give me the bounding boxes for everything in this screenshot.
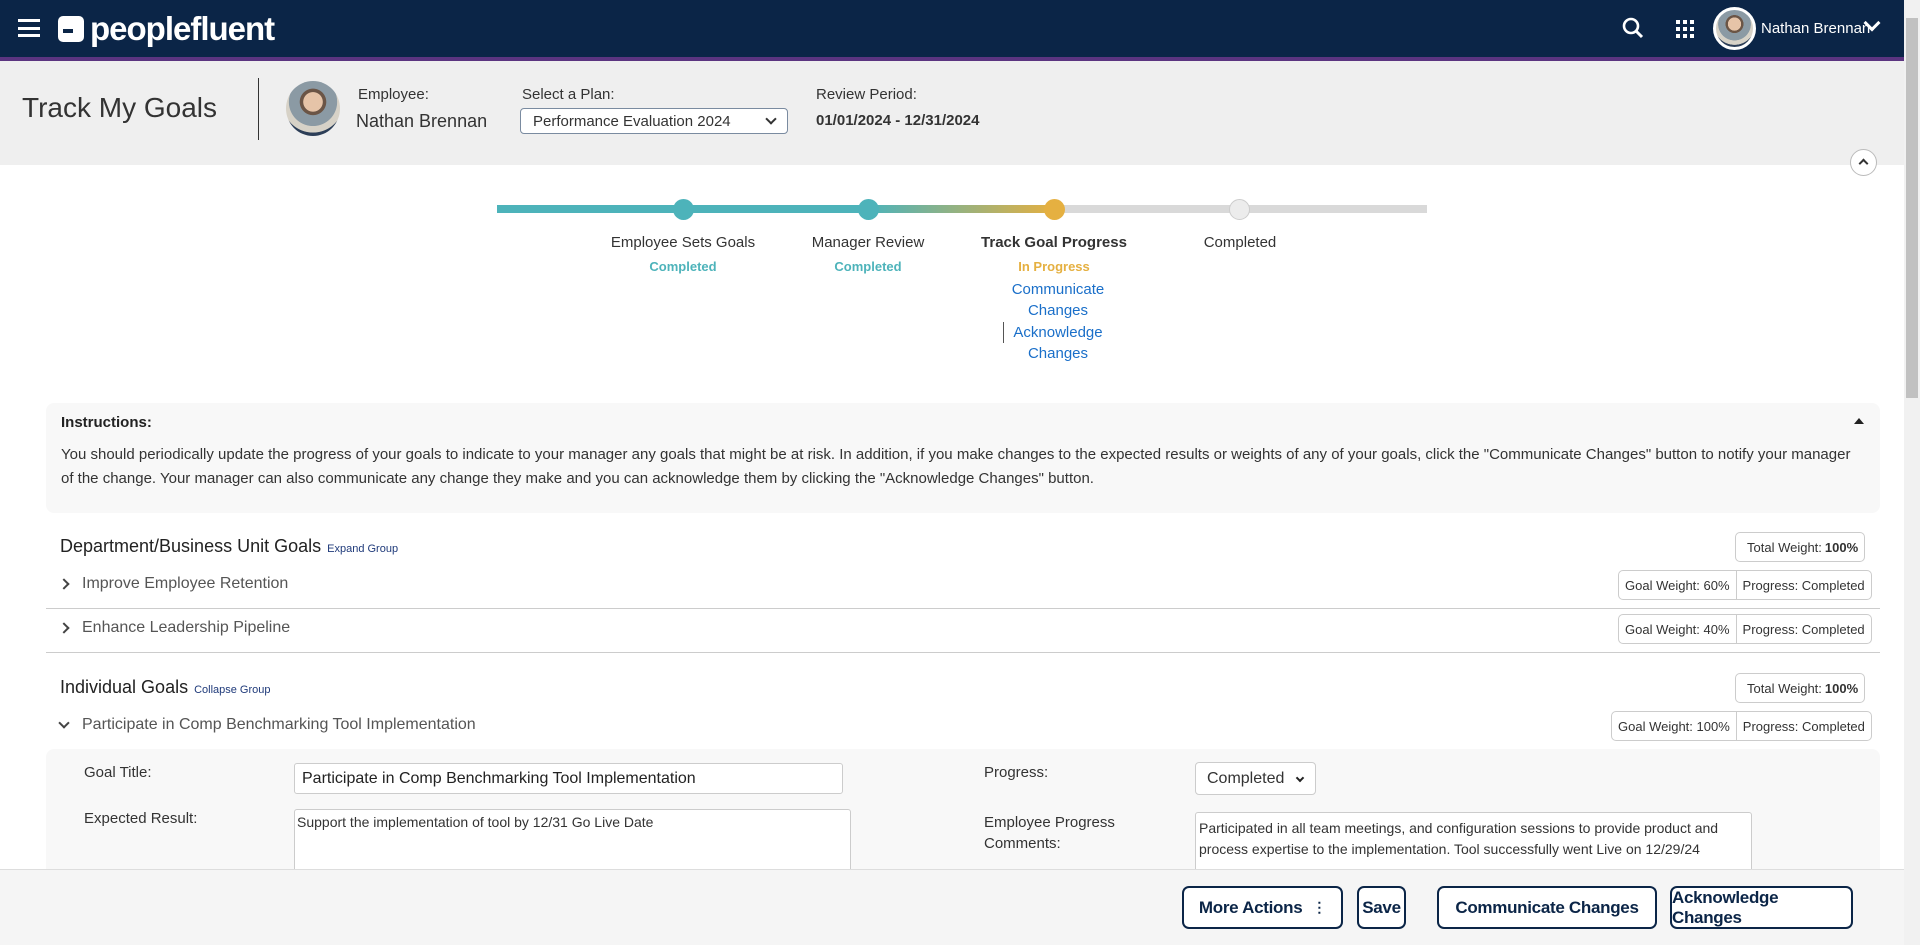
step-status: Completed	[834, 259, 902, 274]
total-weight-badge: Total Weight: 100%	[1735, 532, 1866, 562]
total-weight-value: 100%	[1824, 539, 1859, 555]
goal-weight: Goal Weight: 60%	[1619, 571, 1737, 599]
instructions-text: You should periodically update the progr…	[61, 446, 1851, 487]
expand-group-link[interactable]: Expand Group	[327, 543, 399, 555]
goal-badge: Goal Weight: 100% Progress: Completed	[1611, 711, 1872, 741]
goal-title: Participate in Comp Benchmarking Tool Im…	[82, 716, 476, 733]
group-title: Department/Business Unit Goals Expand Gro…	[60, 536, 398, 557]
goal-progress: Progress: Completed	[1742, 621, 1865, 637]
brand-name: peoplefluent	[90, 10, 275, 47]
employee-comments-label: Employee Progress Comments:	[984, 814, 1115, 852]
review-period-label: Review Period:	[816, 86, 917, 103]
total-weight-value: 100%	[1824, 680, 1859, 696]
goal-badge: Goal Weight: 60% Progress: Completed	[1618, 570, 1872, 600]
instructions-title: Instructions:	[61, 414, 152, 431]
chevron-down-icon	[58, 717, 70, 729]
search-icon[interactable]	[1622, 17, 1644, 39]
menu-icon[interactable]	[18, 19, 40, 37]
goal-row[interactable]: Participate in Comp Benchmarking Tool Im…	[58, 716, 476, 734]
step-label: Manager Review	[811, 234, 925, 251]
save-button[interactable]: Save	[1357, 886, 1406, 929]
goal-title: Improve Employee Retention	[82, 575, 289, 592]
employee-label: Employee:	[358, 86, 429, 103]
user-avatar[interactable]	[1713, 7, 1756, 50]
chevron-right-icon	[58, 622, 70, 634]
plan-select[interactable]: Performance Evaluation 2024	[520, 108, 788, 134]
progress-select-value: Completed	[1207, 769, 1285, 787]
more-actions-button[interactable]: More Actions ⋮	[1182, 886, 1343, 929]
employee-name: Nathan Brennan	[356, 111, 488, 131]
total-weight-label: Total Weight:	[1747, 539, 1822, 555]
goal-title: Enhance Leadership Pipeline	[82, 619, 291, 636]
review-period-value: 01/01/2024 - 12/31/2024	[816, 112, 980, 129]
step-label: Track Goal Progress	[981, 234, 1127, 251]
goal-row[interactable]: Improve Employee Retention	[58, 575, 289, 593]
employee-avatar	[286, 81, 340, 136]
step-label: Employee Sets Goals	[610, 234, 756, 251]
chevron-down-icon	[765, 113, 777, 125]
accent-stripe	[0, 57, 1904, 61]
step-dot-4	[1229, 199, 1250, 220]
brand-logo[interactable]: peoplefluent	[58, 10, 275, 48]
goal-badge: Goal Weight: 40% Progress: Completed	[1618, 614, 1872, 644]
stepper-track	[497, 205, 1427, 213]
group-title: Individual Goals Collapse Group	[60, 677, 271, 698]
goal-progress: Progress: Completed	[1742, 718, 1865, 734]
more-actions-label: More Actions	[1198, 897, 1303, 917]
user-menu-name[interactable]: Nathan Brennan	[1761, 20, 1871, 37]
progress-select[interactable]: Completed	[1195, 762, 1316, 795]
acknowledge-changes-link[interactable]: Acknowledge Changes	[1013, 324, 1103, 362]
communicate-changes-link[interactable]: Communicate Changes	[1011, 281, 1105, 319]
communicate-changes-button[interactable]: Communicate Changes	[1437, 886, 1657, 929]
header-divider	[258, 78, 259, 140]
apps-grid-icon[interactable]	[1676, 20, 1694, 38]
row-divider	[46, 608, 1880, 609]
chevron-up-icon	[1858, 158, 1869, 169]
collapse-header-button[interactable]	[1850, 149, 1877, 176]
total-weight-badge: Total Weight: 100%	[1735, 673, 1866, 703]
row-divider	[46, 652, 1880, 653]
chevron-down-icon	[1295, 773, 1305, 783]
group-title-text: Department/Business Unit Goals	[60, 536, 322, 556]
acknowledge-changes-button[interactable]: Acknowledge Changes	[1670, 886, 1853, 929]
total-weight-label: Total Weight:	[1747, 680, 1822, 696]
step-dot-1	[673, 199, 694, 220]
goal-title-label: Goal Title:	[84, 764, 152, 781]
plan-label: Select a Plan:	[522, 86, 615, 103]
step-dot-3	[1044, 199, 1065, 220]
goal-weight: Goal Weight: 100%	[1612, 712, 1737, 740]
step-status: Completed	[649, 259, 717, 274]
plan-select-value: Performance Evaluation 2024	[533, 112, 731, 130]
expected-result-label: Expected Result:	[84, 810, 198, 827]
kebab-icon: ⋮	[1312, 899, 1327, 915]
step-status: In Progress	[1018, 259, 1090, 274]
goal-row[interactable]: Enhance Leadership Pipeline	[58, 619, 291, 637]
step-label: Completed	[1203, 234, 1277, 251]
step-dot-2	[858, 199, 879, 220]
instructions-panel: Instructions: You should periodically up…	[46, 403, 1880, 513]
page-title: Track My Goals	[22, 92, 217, 123]
goal-progress: Progress: Completed	[1742, 577, 1865, 593]
goal-weight: Goal Weight: 40%	[1619, 615, 1737, 643]
instructions-toggle-icon[interactable]	[1854, 418, 1864, 424]
progress-label: Progress:	[984, 764, 1049, 781]
collapse-group-link[interactable]: Collapse Group	[194, 684, 271, 696]
top-navigation-bar	[0, 0, 1904, 57]
goal-title-input[interactable]	[294, 763, 843, 794]
scrollbar-thumb[interactable]	[1906, 18, 1918, 398]
vertical-scrollbar[interactable]	[1904, 0, 1920, 945]
group-title-text: Individual Goals	[60, 677, 189, 697]
link-divider	[1003, 322, 1004, 343]
chevron-right-icon	[58, 578, 70, 590]
